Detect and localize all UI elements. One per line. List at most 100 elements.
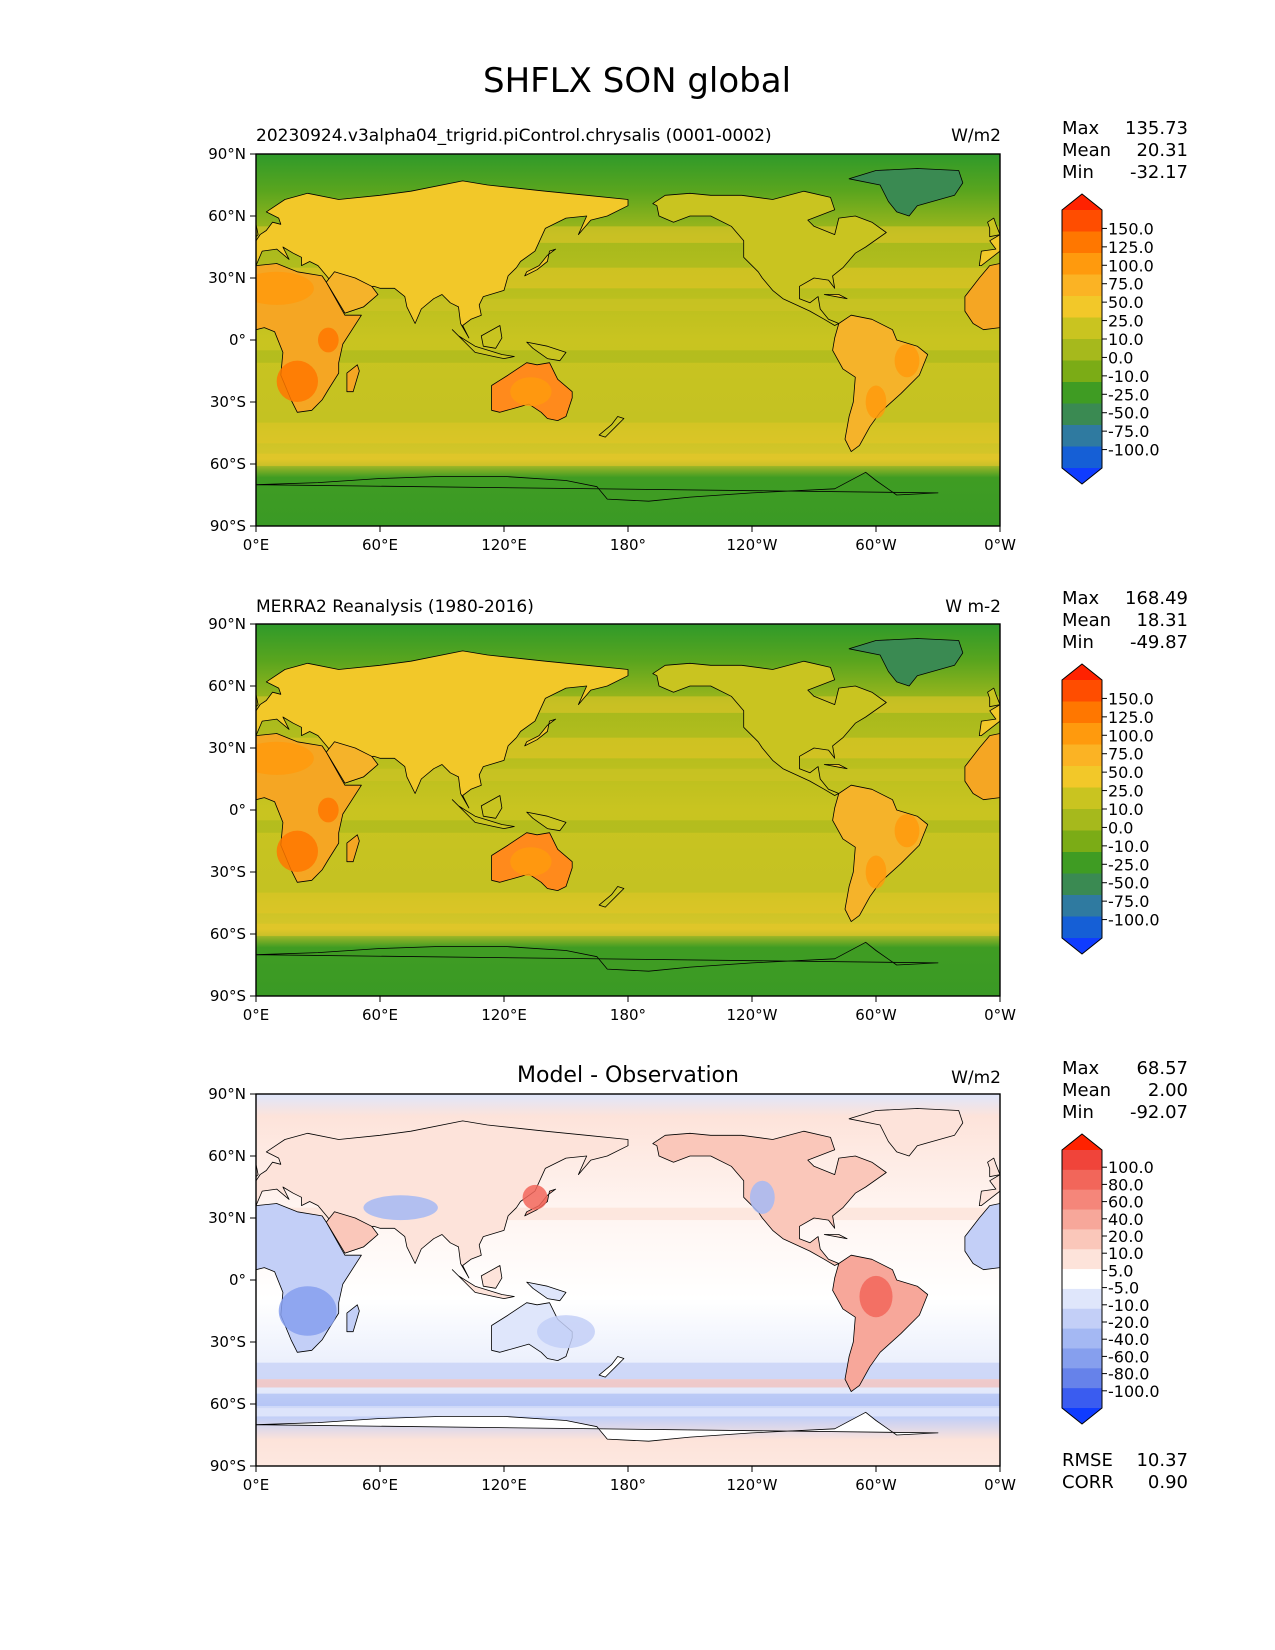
lat-tick-label: 90°S <box>210 987 246 1005</box>
extra-stat-value: 0.90 <box>1148 1472 1188 1493</box>
lon-tick-label: 60°W <box>855 1476 897 1494</box>
colorbar-segment <box>1062 766 1102 788</box>
colorbar-extend-min <box>1062 1408 1102 1424</box>
lon-tick-label: 180° <box>610 1476 646 1494</box>
landmass-nz <box>598 416 625 438</box>
extra-stat-label: RMSE <box>1062 1450 1113 1471</box>
field-feature <box>256 741 314 775</box>
landmass-indonesia <box>451 1269 515 1299</box>
colorbar-segment <box>1062 830 1102 853</box>
colorbar-tick-label: 25.0 <box>1108 312 1144 331</box>
stat-value: -49.87 <box>1130 632 1188 653</box>
field-feature <box>276 830 319 872</box>
colorbar-segment <box>1062 895 1102 917</box>
lat-tick-label: 60°S <box>210 455 246 473</box>
colorbar: 150.0125.0100.075.050.025.010.00.0-10.0-… <box>1061 193 1160 485</box>
lat-tick-label: 30°S <box>210 1333 246 1351</box>
lon-tick-label: 120°W <box>727 1476 778 1494</box>
lat-tick-label: 30°S <box>210 393 246 411</box>
landmass-nz <box>598 1356 625 1378</box>
stat-value: 68.57 <box>1136 1058 1188 1079</box>
ocean-band <box>256 350 1000 363</box>
map-field <box>256 624 1000 996</box>
landmass-cuba <box>823 764 848 770</box>
landmass-cuba <box>823 294 848 300</box>
map-field <box>256 1094 1000 1466</box>
colorbar-segment <box>1062 446 1102 469</box>
colorbar: 150.0125.0100.075.050.025.010.00.0-10.0-… <box>1061 663 1160 955</box>
stat-value: -32.17 <box>1130 162 1188 183</box>
colorbar-tick-label: -20.0 <box>1108 1313 1149 1332</box>
panel-units: W/m2 <box>951 1068 1001 1088</box>
lon-tick-label: 60°W <box>855 1006 897 1024</box>
landmass-newguinea <box>526 811 567 832</box>
field-feature <box>749 1180 775 1214</box>
panel-units: W/m2 <box>951 126 1001 146</box>
landmass-cuba <box>823 1234 848 1240</box>
colorbar-segment <box>1062 339 1102 361</box>
panel-center-title: Model - Observation <box>517 1063 739 1088</box>
lat-tick-label: 90°N <box>208 145 246 163</box>
colorbar-segment <box>1062 787 1102 810</box>
colorbar-segment <box>1062 701 1102 724</box>
colorbar-outline <box>1061 663 1103 955</box>
colorbar-segment <box>1062 809 1102 831</box>
colorbar-segment <box>1062 360 1102 383</box>
lon-tick-label: 0°W <box>984 1006 1016 1024</box>
colorbar-segment <box>1062 916 1102 939</box>
landmass-namerica <box>652 190 887 326</box>
field-feature <box>865 385 887 419</box>
landmass-indonesia <box>451 799 515 829</box>
field-feature <box>537 1315 595 1349</box>
landmass-arabia <box>325 741 379 784</box>
colorbar-tick-label: 125.0 <box>1108 708 1154 727</box>
colorbar-tick-label: 0.0 <box>1108 818 1133 837</box>
lon-tick-label: 0°W <box>984 1476 1016 1494</box>
stat-label: Min <box>1062 162 1094 183</box>
colorbar-tick-label: 100.0 <box>1108 726 1154 745</box>
colorbar-tick-label: 100.0 <box>1108 1158 1154 1177</box>
landmass-greenland <box>848 1108 964 1157</box>
colorbar-tick-label: -75.0 <box>1108 422 1149 441</box>
field-feature <box>894 344 920 378</box>
colorbar: 100.080.060.040.020.010.05.0-5.0-10.0-20… <box>1061 1133 1160 1425</box>
ocean-band <box>256 923 1000 937</box>
colorbar-tick-label: 125.0 <box>1108 238 1154 257</box>
colorbar-tick-label: 75.0 <box>1108 275 1144 294</box>
landmass-newguinea <box>526 341 567 362</box>
field-feature <box>278 1286 337 1336</box>
figure-title: SHFLX SON global <box>483 61 791 101</box>
colorbar-tick-label: 20.0 <box>1108 1227 1144 1246</box>
colorbar-tick-label: 60.0 <box>1108 1193 1144 1212</box>
colorbar-tick-label: 10.0 <box>1108 800 1144 819</box>
lat-tick-label: 90°S <box>210 517 246 535</box>
landmass-madagascar <box>346 834 360 863</box>
colorbar-tick-label: 50.0 <box>1108 763 1144 782</box>
colorbar-tick-label: 150.0 <box>1108 689 1154 708</box>
colorbar-segment <box>1062 723 1102 745</box>
colorbar-outline <box>1061 1133 1103 1425</box>
lat-tick-label: 0° <box>229 801 246 819</box>
stat-value: 168.49 <box>1125 588 1188 609</box>
landmass-samerica <box>832 1254 929 1392</box>
colorbar-tick-label: 50.0 <box>1108 293 1144 312</box>
lon-tick-label: 120°E <box>481 1006 527 1024</box>
lat-tick-label: 0° <box>229 1271 246 1289</box>
lon-tick-label: 0°E <box>243 1006 270 1024</box>
colorbar-segment <box>1062 873 1102 896</box>
colorbar-tick-label: 10.0 <box>1108 1244 1144 1263</box>
lat-tick-label: 60°N <box>208 1147 246 1165</box>
landmass-uk <box>256 1157 1000 1178</box>
field-feature <box>363 1195 438 1221</box>
colorbar-segment <box>1062 1368 1102 1389</box>
colorbar-tick-label: 100.0 <box>1108 256 1154 275</box>
lon-tick-label: 60°E <box>362 536 398 554</box>
colorbar-segment <box>1062 1229 1102 1250</box>
colorbar-segment <box>1062 680 1102 702</box>
colorbar-tick-label: -25.0 <box>1108 855 1149 874</box>
field-feature <box>865 855 887 889</box>
lat-tick-label: 90°S <box>210 1457 246 1475</box>
landmass-madagascar <box>346 1304 360 1333</box>
landmass-africa <box>256 1203 1000 1353</box>
landmass-arabia <box>325 271 379 314</box>
